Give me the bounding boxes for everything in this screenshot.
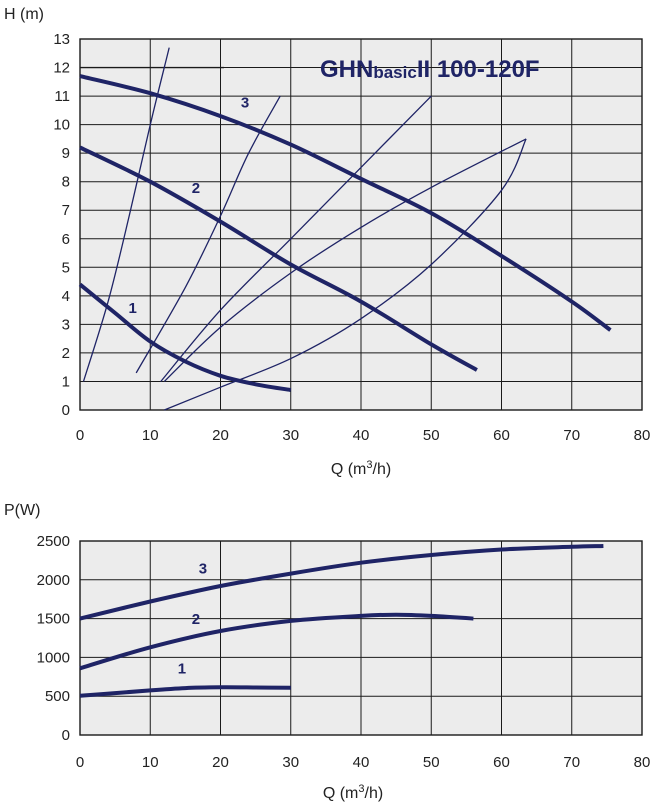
x-tick-label: 40: [353, 427, 370, 444]
y-tick-label: 10: [53, 117, 70, 134]
x-axis-label-superscript: 3: [366, 459, 372, 471]
series-line-1: [78, 282, 292, 392]
system-curve: [160, 95, 432, 382]
x-tick-label: 0: [76, 427, 84, 444]
x-tick-label: 10: [142, 754, 159, 771]
y-tick-label: 1000: [37, 649, 70, 666]
x-axis-label: Q (m3/h): [331, 459, 391, 478]
y-tick-label: 4: [62, 288, 70, 305]
system-curve: [163, 138, 527, 382]
y-tick-label: 11: [54, 88, 70, 105]
x-tick-label: 30: [282, 754, 299, 771]
y-tick-label: 1500: [37, 611, 70, 628]
x-axis-label-superscript: 3: [358, 783, 364, 795]
y-tick-label: 12: [53, 60, 70, 77]
grid-lines: [80, 541, 642, 735]
y-tick-label: 0: [62, 402, 70, 419]
x-tick-label: 80: [634, 427, 651, 444]
y-axis-label: P(W): [4, 502, 40, 519]
y-tick-label: 500: [45, 688, 70, 705]
y-tick-label: 2500: [37, 533, 70, 550]
y-tick-label: 1: [62, 373, 70, 390]
series-label: 1: [129, 300, 137, 317]
y-tick-label: 8: [62, 174, 70, 191]
y-tick-label: 2: [62, 345, 70, 362]
x-axis-label-suffix: /h): [365, 785, 384, 802]
x-axis-label-suffix: /h): [373, 461, 392, 478]
power-flow-chart: 0 10 20 30 40 50 60 70 80 0 500 1000 1500 2000 2500 P(W…: [4, 502, 650, 802]
x-tick-label: 60: [493, 427, 510, 444]
x-tick-label: 20: [212, 754, 229, 771]
y-tick-label: 9: [62, 145, 70, 162]
chart-title-sub: basic: [373, 63, 416, 82]
series-line-3: [79, 544, 604, 621]
x-axis-label: Q (m3/h): [323, 783, 383, 802]
y-tick-label: 0: [62, 727, 70, 744]
y-tick-label: 13: [53, 31, 70, 48]
x-tick-label: 0: [76, 754, 84, 771]
y-tick-label: 2000: [37, 572, 70, 589]
y-axis-label: H (m): [4, 6, 44, 23]
system-curve: [164, 138, 527, 411]
x-tick-label: 50: [423, 427, 440, 444]
series-label: 3: [241, 94, 249, 111]
system-curve: [135, 95, 281, 374]
x-axis-label-prefix: Q (m: [331, 461, 367, 478]
x-axis-label-prefix: Q (m: [323, 785, 359, 802]
series-label: 2: [192, 611, 200, 628]
series-line-1: [79, 685, 291, 698]
x-tick-label: 80: [634, 754, 651, 771]
series-line-2: [79, 612, 474, 671]
system-curves: [82, 47, 527, 411]
chart-title: GHNbasicII 100-120F: [320, 56, 540, 83]
y-tick-label: 5: [62, 259, 70, 276]
chart-title-tail: II 100-120F: [417, 56, 540, 83]
y-tick-label: 7: [62, 202, 70, 219]
x-tick-label: 70: [563, 754, 580, 771]
x-tick-label: 60: [493, 754, 510, 771]
series-label: 2: [192, 180, 200, 197]
series-line-3: [79, 74, 612, 332]
x-tick-label: 10: [142, 427, 159, 444]
chart-title-main: GHN: [320, 56, 373, 83]
x-tick-label: 30: [282, 427, 299, 444]
series-label: 1: [178, 661, 186, 678]
series-line-2: [79, 145, 478, 372]
y-tick-label: 3: [62, 316, 70, 333]
x-tick-label: 20: [212, 427, 229, 444]
x-tick-label: 50: [423, 754, 440, 771]
series-label: 3: [199, 561, 207, 578]
system-curve: [82, 47, 170, 382]
y-tick-label: 6: [62, 231, 70, 248]
x-tick-label: 70: [563, 427, 580, 444]
x-tick-label: 40: [353, 754, 370, 771]
